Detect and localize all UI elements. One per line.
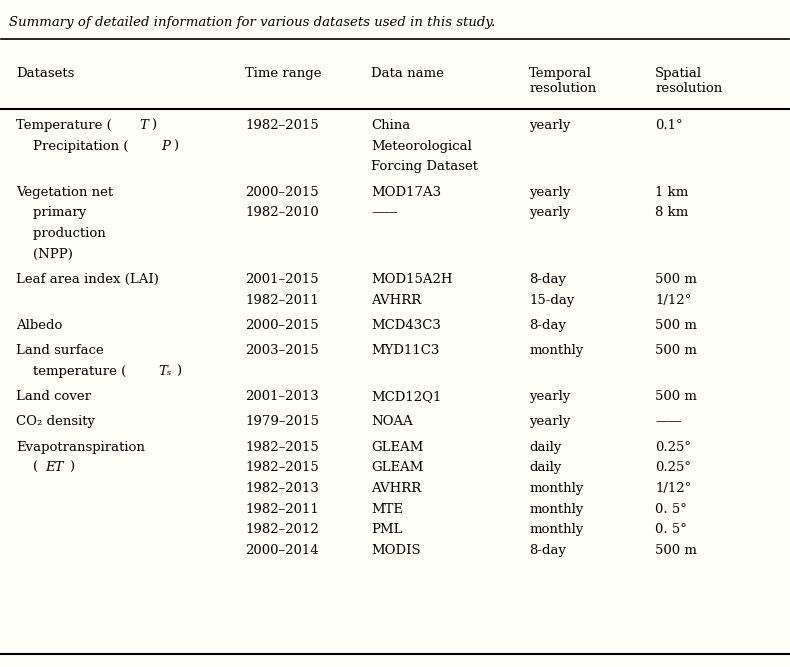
Text: monthly: monthly <box>529 502 584 516</box>
Text: MODIS: MODIS <box>371 544 421 557</box>
Text: (: ( <box>17 462 39 474</box>
Text: yearly: yearly <box>529 206 570 219</box>
Text: ): ) <box>69 462 74 474</box>
Text: GLEAM: GLEAM <box>371 462 423 474</box>
Text: ——: —— <box>655 416 682 428</box>
Text: 1979–2015: 1979–2015 <box>245 416 319 428</box>
Text: Forcing Dataset: Forcing Dataset <box>371 161 478 173</box>
Text: 2000–2015: 2000–2015 <box>245 319 319 332</box>
Text: Time range: Time range <box>245 67 322 80</box>
Text: Temporal
resolution: Temporal resolution <box>529 67 596 95</box>
Text: 1982–2013: 1982–2013 <box>245 482 319 495</box>
Text: MYD11C3: MYD11C3 <box>371 344 440 357</box>
Text: daily: daily <box>529 462 562 474</box>
Text: 1982–2010: 1982–2010 <box>245 206 319 219</box>
Text: MCD43C3: MCD43C3 <box>371 319 442 332</box>
Text: Spatial
resolution: Spatial resolution <box>655 67 723 95</box>
Text: 8-day: 8-day <box>529 544 566 557</box>
Text: 500 m: 500 m <box>655 344 697 357</box>
Text: temperature (: temperature ( <box>17 365 126 378</box>
Text: 8-day: 8-day <box>529 319 566 332</box>
Text: 2001–2013: 2001–2013 <box>245 390 319 403</box>
Text: 1982–2015: 1982–2015 <box>245 462 319 474</box>
Text: primary: primary <box>17 206 87 219</box>
Text: China: China <box>371 119 411 132</box>
Text: PML: PML <box>371 523 403 536</box>
Text: ——: —— <box>371 206 398 219</box>
Text: NOAA: NOAA <box>371 416 413 428</box>
Text: Vegetation net: Vegetation net <box>17 185 114 199</box>
Text: monthly: monthly <box>529 344 584 357</box>
Text: 1/12°: 1/12° <box>655 293 691 307</box>
Text: 500 m: 500 m <box>655 319 697 332</box>
Text: 1982–2011: 1982–2011 <box>245 502 319 516</box>
Text: Evapotranspiration: Evapotranspiration <box>17 441 145 454</box>
Text: 500 m: 500 m <box>655 390 697 403</box>
Text: 1982–2011: 1982–2011 <box>245 293 319 307</box>
Text: CO₂ density: CO₂ density <box>17 416 96 428</box>
Text: 0.25°: 0.25° <box>655 462 691 474</box>
Text: MCD12Q1: MCD12Q1 <box>371 390 442 403</box>
Text: 2000–2015: 2000–2015 <box>245 185 319 199</box>
Text: ): ) <box>175 365 181 378</box>
Text: AVHRR: AVHRR <box>371 293 422 307</box>
Text: ET: ET <box>45 462 63 474</box>
Text: P: P <box>161 140 171 153</box>
Text: yearly: yearly <box>529 119 570 132</box>
Text: ): ) <box>173 140 178 153</box>
Text: yearly: yearly <box>529 390 570 403</box>
Text: yearly: yearly <box>529 185 570 199</box>
Text: 0. 5°: 0. 5° <box>655 523 687 536</box>
Text: MOD15A2H: MOD15A2H <box>371 273 453 286</box>
Text: Datasets: Datasets <box>17 67 75 80</box>
Text: 1982–2015: 1982–2015 <box>245 119 319 132</box>
Text: 15-day: 15-day <box>529 293 574 307</box>
Text: Summary of detailed information for various datasets used in this study.: Summary of detailed information for vari… <box>9 16 495 29</box>
Text: MOD17A3: MOD17A3 <box>371 185 442 199</box>
Text: 2001–2015: 2001–2015 <box>245 273 319 286</box>
Text: production: production <box>17 227 106 240</box>
Text: 500 m: 500 m <box>655 544 697 557</box>
Text: monthly: monthly <box>529 523 584 536</box>
Text: (NPP): (NPP) <box>17 247 73 261</box>
Text: daily: daily <box>529 441 562 454</box>
Text: ): ) <box>151 119 156 132</box>
Text: 500 m: 500 m <box>655 273 697 286</box>
Text: 1 km: 1 km <box>655 185 689 199</box>
Text: 2000–2014: 2000–2014 <box>245 544 319 557</box>
Text: MTE: MTE <box>371 502 404 516</box>
Text: Temperature (: Temperature ( <box>17 119 112 132</box>
Text: Albedo: Albedo <box>17 319 63 332</box>
Text: 2003–2015: 2003–2015 <box>245 344 319 357</box>
Text: 0.1°: 0.1° <box>655 119 683 132</box>
Text: 1/12°: 1/12° <box>655 482 691 495</box>
Text: Leaf area index (LAI): Leaf area index (LAI) <box>17 273 160 286</box>
Text: GLEAM: GLEAM <box>371 441 423 454</box>
Text: Tₛ: Tₛ <box>159 365 172 378</box>
Text: Land surface: Land surface <box>17 344 104 357</box>
Text: 0.25°: 0.25° <box>655 441 691 454</box>
Text: Precipitation (: Precipitation ( <box>17 140 129 153</box>
Text: 8-day: 8-day <box>529 273 566 286</box>
Text: 0. 5°: 0. 5° <box>655 502 687 516</box>
Text: Meteorological: Meteorological <box>371 140 472 153</box>
Text: monthly: monthly <box>529 482 584 495</box>
Text: Land cover: Land cover <box>17 390 92 403</box>
Text: 8 km: 8 km <box>655 206 689 219</box>
Text: yearly: yearly <box>529 416 570 428</box>
Text: Data name: Data name <box>371 67 444 80</box>
Text: AVHRR: AVHRR <box>371 482 422 495</box>
Text: 1982–2015: 1982–2015 <box>245 441 319 454</box>
Text: T: T <box>140 119 149 132</box>
Text: 1982–2012: 1982–2012 <box>245 523 319 536</box>
